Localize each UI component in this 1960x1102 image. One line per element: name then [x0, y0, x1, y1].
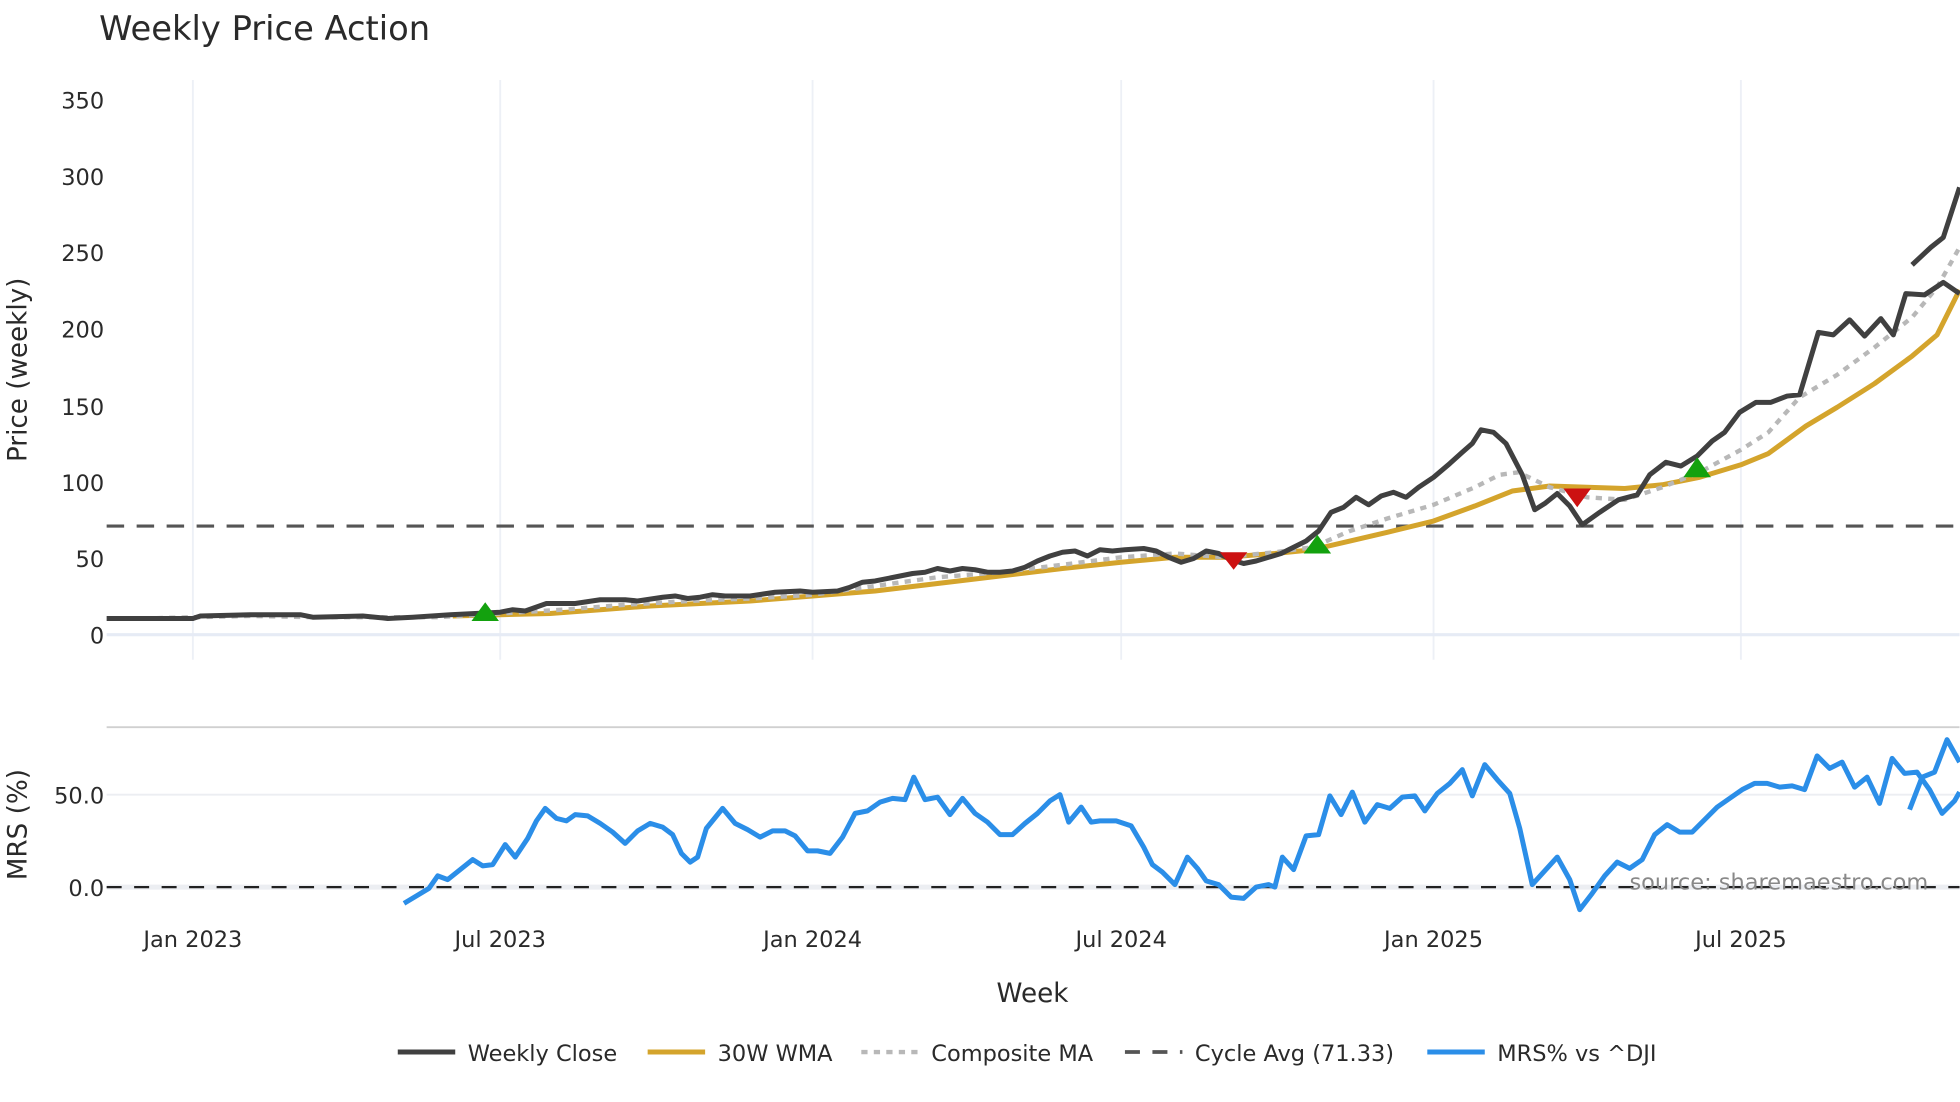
- x-axis-label: Week: [997, 979, 1070, 1009]
- mrs-line: [402, 753, 1960, 913]
- legend-item-weekly-close[interactable]: Weekly Close: [397, 1041, 617, 1067]
- price-y-axis: 350 300 250 200 150 100 50 0 Price (week…: [4, 89, 104, 650]
- mrs-ytick: 0.0: [68, 876, 104, 902]
- legend-label: Weekly Close: [468, 1041, 617, 1067]
- legend-label: Cycle Avg (71.33): [1195, 1041, 1394, 1067]
- legend-label: 30W WMA: [718, 1041, 834, 1067]
- signal-markers: [471, 457, 1711, 621]
- price-ytick: 250: [61, 241, 104, 267]
- legend-item-composite-ma[interactable]: Composite MA: [861, 1041, 1094, 1067]
- xtick: Jul 2023: [452, 927, 545, 953]
- weekly-close-line: [106, 279, 1960, 621]
- xtick: Jul 2025: [1693, 927, 1786, 953]
- mrs-ytick: 50.0: [54, 783, 104, 809]
- price-ytick: 150: [61, 395, 104, 421]
- price-ytick: 50: [76, 547, 105, 573]
- xtick: Jan 2024: [761, 927, 862, 953]
- buy-marker-icon: [1303, 534, 1332, 554]
- xtick: Jan 2025: [1382, 927, 1483, 953]
- price-ytick: 300: [61, 165, 104, 191]
- wma-line: [452, 288, 1960, 619]
- weekly-close-line-end: [1910, 186, 1960, 267]
- mrs-y-label: MRS (%): [4, 769, 34, 880]
- legend-label: Composite MA: [931, 1041, 1093, 1067]
- price-ytick: 100: [61, 471, 104, 497]
- price-ytick: 200: [61, 317, 104, 343]
- price-ytick: 350: [61, 89, 104, 115]
- price-gridlines: [106, 79, 1960, 660]
- legend-item-wma[interactable]: 30W WMA: [647, 1041, 834, 1067]
- buy-marker-icon: [1683, 457, 1711, 478]
- xtick: Jan 2023: [141, 927, 242, 953]
- price-y-label: Price (weekly): [4, 278, 34, 462]
- x-axis: Jan 2023 Jul 2023 Jan 2024 Jul 2024 Jan …: [141, 927, 1786, 1009]
- sell-marker-icon: [1563, 488, 1591, 508]
- price-ytick: 0: [90, 623, 104, 649]
- legend-item-cycle-avg[interactable]: Cycle Avg (71.33): [1124, 1041, 1394, 1067]
- mrs-line-end: [1907, 737, 1960, 811]
- mrs-panel: 50.0 0.0 MRS (%): [4, 737, 1960, 913]
- buy-marker-icon: [471, 602, 499, 621]
- xtick: Jul 2024: [1073, 927, 1166, 953]
- sell-marker-icon: [1219, 552, 1248, 570]
- legend: Weekly Close 30W WMA Composite MA Cycle …: [397, 1041, 1657, 1067]
- composite-ma-line: [144, 246, 1960, 621]
- legend-label: MRS% vs ^DJI: [1497, 1041, 1656, 1067]
- chart-title: Weekly Price Action: [99, 9, 430, 48]
- source-watermark: source: sharemaestro.com: [1629, 870, 1928, 896]
- legend-item-mrs[interactable]: MRS% vs ^DJI: [1427, 1041, 1657, 1067]
